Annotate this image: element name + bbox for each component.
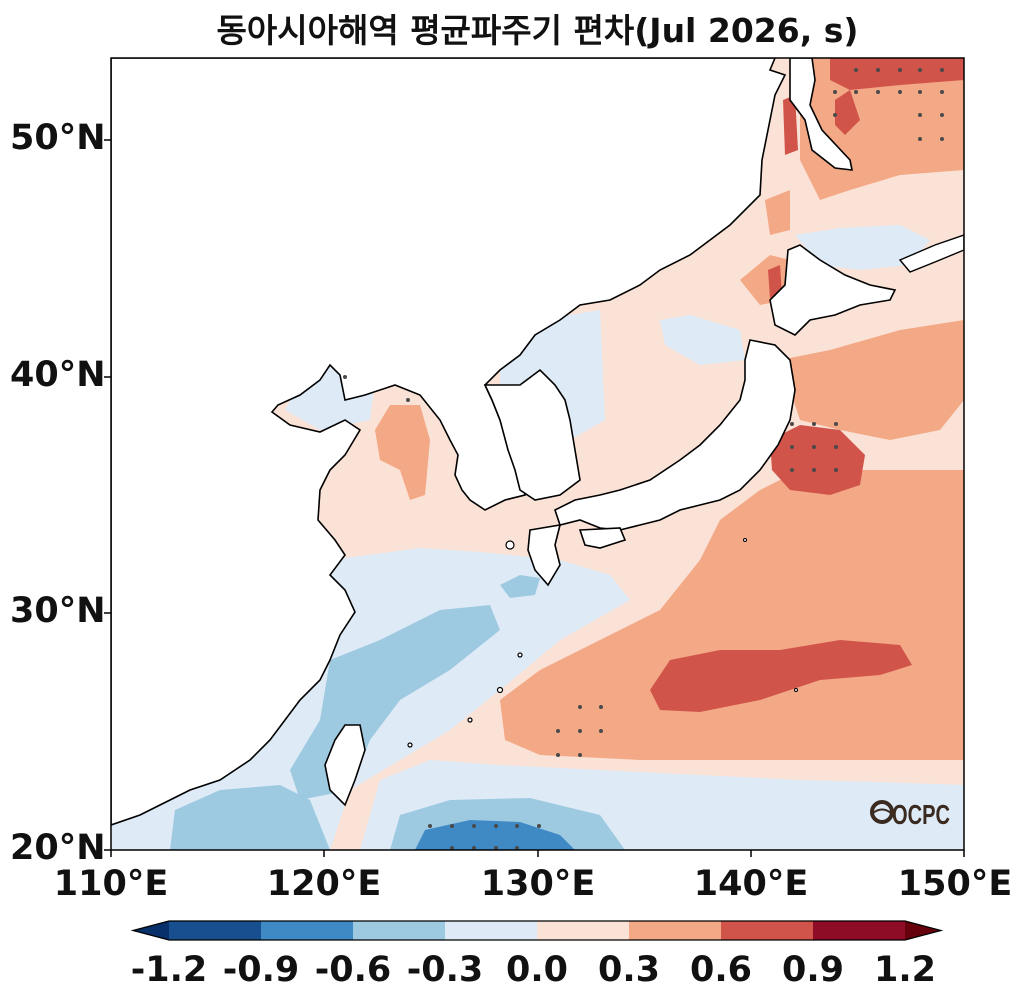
colorbar-tick-0: -1.2 xyxy=(130,950,208,990)
lon-label-110: 110°E xyxy=(53,864,169,904)
colorbar-extend-low xyxy=(133,921,169,940)
island-bonin xyxy=(794,688,798,692)
lat-label-40: 40°N xyxy=(10,355,106,395)
land-kamchatka-kuril xyxy=(898,234,964,273)
land-shikoku xyxy=(578,527,627,549)
colorbar-tick-7: 0.9 xyxy=(781,950,845,990)
island-ryukyu-2 xyxy=(467,717,473,723)
anomaly-neg-zone-eastsea xyxy=(660,315,745,365)
anomaly-neg-zone-ecs-patch xyxy=(500,575,540,598)
anomaly-neg-zone-core xyxy=(415,820,575,850)
colorbar-tick-6: 0.6 xyxy=(689,950,753,990)
land-korea-peninsula xyxy=(483,368,581,501)
lon-label-120: 120°E xyxy=(266,864,382,904)
island-ryukyu-3 xyxy=(407,742,413,748)
island-ryukyu-1 xyxy=(517,652,523,658)
anomaly-pos-zone-tatar xyxy=(765,190,790,235)
lon-label-130: 130°E xyxy=(480,864,596,904)
colorbar-tick-8: 1.2 xyxy=(873,950,937,990)
colorbar xyxy=(130,920,944,941)
anomaly-pos-zone-east-japan xyxy=(780,320,964,440)
land-kyushu xyxy=(527,524,562,587)
lon-label-140: 140°E xyxy=(693,864,809,904)
lat-label-20: 20°N xyxy=(10,828,106,868)
anomaly-neg-zone-scs xyxy=(170,785,330,850)
colorbar-segment-6 xyxy=(721,921,813,940)
colorbar-segment-7 xyxy=(813,921,905,940)
colorbar-segment-0 xyxy=(169,921,261,940)
anomaly-pos-zone-yellowsea xyxy=(375,405,430,500)
land-taiwan xyxy=(324,724,366,807)
land-honshu xyxy=(554,339,796,531)
ocpc-logo-text: OCPC xyxy=(892,799,950,830)
colorbar-tick-1: -0.9 xyxy=(222,950,300,990)
colorbar-extend-high xyxy=(905,921,941,940)
colorbar-segment-5 xyxy=(629,921,721,940)
colorbar-tick-2: -0.6 xyxy=(314,950,392,990)
anomaly-pos-core-okhotsk xyxy=(830,58,964,90)
land-sakhalin xyxy=(789,58,854,171)
anomaly-pos-core-kanto xyxy=(770,425,865,495)
colorbar-segment-3 xyxy=(445,921,537,940)
anomaly-neg-zone-north xyxy=(795,225,930,270)
land-hokkaido xyxy=(769,244,897,336)
anomaly-pos-zone-japan-inner xyxy=(720,500,964,560)
anomaly-pos-core-pacific xyxy=(650,640,912,712)
colorbar-segment-4 xyxy=(537,921,629,940)
island-izu xyxy=(743,538,747,542)
significance-dots xyxy=(343,68,944,850)
colorbar-tick-5: 0.3 xyxy=(597,950,661,990)
colorbar-segment-2 xyxy=(353,921,445,940)
anomaly-pos-core-sakhalin-e xyxy=(835,90,860,135)
map-title: 동아시아해역 평균파주기 편차(Jul 2026, s) xyxy=(216,11,859,50)
colorbar-tick-3: -0.3 xyxy=(406,950,484,990)
land-asia-mainland xyxy=(111,58,787,826)
colorbar-outline xyxy=(130,920,944,941)
axis-ticks xyxy=(104,139,965,857)
colorbar-tick-4: 0.0 xyxy=(505,950,569,990)
anomaly-pos-core-eastsea xyxy=(768,265,782,298)
lat-label-50: 50°N xyxy=(10,118,106,158)
island-okinawa xyxy=(496,686,504,694)
colorbar-segment-1 xyxy=(261,921,353,940)
anomaly-pos-core-tatar xyxy=(783,95,798,155)
island-jeju xyxy=(505,540,515,550)
lat-label-30: 30°N xyxy=(10,591,106,631)
ocpc-logo: OCPC xyxy=(870,799,950,830)
lon-label-150: 150°E xyxy=(897,864,1013,904)
